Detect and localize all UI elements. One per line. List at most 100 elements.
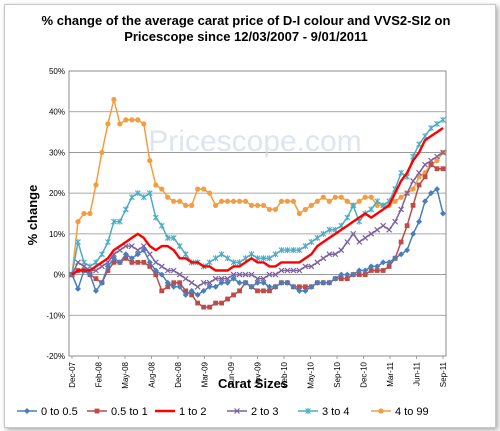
data-point: [314, 198, 320, 204]
data-point: [218, 198, 225, 204]
data-point: [440, 210, 446, 217]
data-point: [428, 190, 435, 197]
legend-label: 3 to 4: [322, 406, 350, 418]
data-point: [392, 198, 398, 204]
data-point: [141, 259, 147, 265]
data-point: [386, 259, 393, 266]
data-point: [128, 243, 135, 249]
data-point: [422, 198, 429, 205]
legend-label: 0.5 to 1: [111, 406, 148, 418]
data-point: [128, 194, 135, 201]
data-point: [170, 267, 177, 274]
data-point: [171, 198, 177, 204]
data-point: [356, 272, 362, 277]
legend-label: 0 to 0.5: [41, 406, 78, 418]
data-point: [398, 206, 405, 213]
data-point: [344, 214, 351, 221]
data-point: [404, 190, 411, 197]
data-point: [123, 117, 129, 123]
data-point: [410, 230, 417, 237]
legend-marker: [305, 408, 311, 414]
data-point: [183, 202, 189, 208]
data-point: [284, 279, 291, 286]
data-point: [93, 182, 99, 188]
data-point: [122, 251, 129, 258]
data-point: [200, 287, 207, 294]
data-point: [344, 276, 350, 282]
data-point: [284, 198, 291, 204]
data-point: [272, 271, 279, 278]
data-point: [195, 300, 201, 306]
data-point: [93, 276, 99, 282]
data-point: [206, 259, 213, 266]
data-point: [194, 291, 201, 298]
data-point: [111, 96, 117, 103]
legend-item: 4 to 99: [371, 406, 429, 418]
data-point: [272, 206, 279, 213]
data-point: [183, 288, 189, 294]
data-point: [212, 283, 219, 290]
x-tick-label: Aug-08: [148, 361, 157, 387]
data-point: [254, 275, 261, 282]
y-tick-label: 40%: [49, 108, 65, 117]
data-point: [231, 292, 236, 298]
data-point: [152, 214, 159, 221]
data-point: [368, 194, 374, 200]
chart-title-line-1: % change of the average carat price of D…: [42, 13, 451, 28]
legend-item: 1 to 2: [155, 406, 207, 418]
data-point: [86, 271, 93, 278]
y-tick-label: 30%: [49, 148, 65, 157]
data-point: [434, 120, 440, 127]
data-point: [146, 251, 153, 258]
data-point: [146, 190, 153, 197]
data-point: [302, 287, 309, 294]
data-point: [272, 283, 279, 290]
x-tick-label: Sep-10: [333, 361, 342, 387]
data-point: [165, 194, 171, 200]
data-point: [207, 304, 213, 310]
x-tick-labels: Dec-07 Feb-08 May-08 Aug-08 Dec-08 Mar-09 Jun-…: [68, 356, 448, 389]
data-point: [374, 263, 381, 270]
data-point: [134, 251, 141, 258]
data-point: [105, 239, 111, 245]
data-point: [195, 186, 201, 192]
data-point: [164, 267, 171, 274]
data-point: [374, 268, 380, 273]
data-point: [368, 206, 375, 213]
data-point: [224, 255, 231, 262]
data-point: [75, 259, 81, 266]
data-point: [356, 267, 363, 274]
data-point: [230, 275, 237, 282]
data-point: [182, 275, 189, 282]
data-point: [410, 178, 417, 184]
data-point: [350, 271, 357, 278]
data-point: [440, 116, 446, 123]
data-point: [147, 264, 153, 269]
legend-marker: [94, 408, 100, 414]
data-point: [146, 259, 153, 266]
data-point: [326, 279, 333, 286]
data-point: [344, 239, 351, 245]
chart-frame: % change of the average carat price of D…: [4, 4, 496, 428]
data-point: [296, 287, 303, 294]
data-point: [374, 198, 381, 205]
data-point: [404, 247, 411, 254]
data-point: [122, 206, 129, 213]
x-tick-label: Dec-10: [360, 361, 369, 387]
data-point: [92, 287, 99, 294]
data-point: [152, 259, 159, 266]
legend-marker: [378, 408, 384, 414]
data-point: [98, 279, 105, 286]
data-point: [99, 251, 105, 258]
data-point: [153, 182, 159, 188]
data-point: [266, 271, 273, 278]
data-point: [260, 255, 267, 262]
data-point: [440, 166, 446, 172]
data-point: [416, 182, 422, 188]
data-point: [236, 279, 243, 286]
data-point: [356, 239, 363, 245]
data-point: [284, 247, 291, 254]
data-point: [129, 259, 135, 265]
series-1-to-2: [71, 127, 444, 276]
data-point: [302, 243, 309, 250]
